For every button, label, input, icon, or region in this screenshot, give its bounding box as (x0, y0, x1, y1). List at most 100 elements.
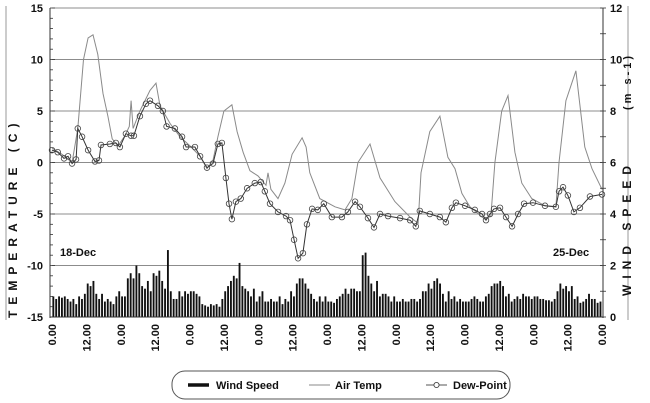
dew-point-marker (127, 132, 135, 139)
wind-speed-bar (212, 305, 215, 317)
wind-speed-bar (184, 291, 187, 317)
wind-speed-bar (525, 296, 527, 317)
dew-point-marker (376, 210, 384, 218)
dew-point-marker (564, 192, 572, 199)
dew-point-marker (84, 146, 92, 154)
wind-speed-bar (550, 301, 553, 317)
wind-speed-bar (416, 301, 419, 317)
wind-speed-bar (490, 286, 493, 317)
wind-speed-bar (298, 278, 301, 317)
wind-speed-bar (487, 293, 490, 317)
wind-speed-bar (599, 301, 602, 317)
wind-speed-bar (118, 291, 121, 317)
dew-point-marker (106, 140, 114, 148)
wind-speed-bar (516, 296, 519, 317)
wind-speed-bar (447, 291, 450, 317)
wind-speed-bar (344, 288, 347, 317)
dew-point-marker (274, 208, 282, 216)
wind-speed-bar (393, 296, 396, 317)
wind-speed-bar (330, 301, 333, 317)
wind-speed-bar (376, 280, 378, 317)
wind-speed-bar (335, 298, 338, 317)
left-tick-label: -15 (27, 312, 43, 324)
wind-speed-bar (367, 275, 370, 317)
wind-speed-bar (241, 286, 244, 317)
wind-speed-bar (441, 293, 444, 317)
wind-speed-bar (539, 298, 542, 317)
left-tick-labels: 15 10 5 0 -5 -10 -15 (27, 3, 43, 324)
legend-box (171, 370, 511, 400)
dew-point-marker (78, 133, 86, 140)
wind-speed-bar (315, 301, 318, 317)
dew-point-marker (214, 140, 222, 148)
dew-point-marker (482, 216, 490, 224)
wind-speed-bar (169, 291, 172, 317)
wind-speed-bar (410, 298, 413, 317)
dew-point-marker (442, 219, 450, 226)
dew-point-line (51, 100, 603, 260)
wind-speed-bar (390, 301, 393, 317)
wind-speed-bar (178, 291, 181, 317)
dew-point-marker (555, 188, 563, 195)
dew-point-marker (320, 200, 328, 207)
x-tick-label: 0.00 (47, 324, 59, 345)
dew-point-series (48, 97, 606, 262)
wind-speed-bar (527, 296, 530, 317)
dew-point-marker (159, 107, 167, 115)
wind-speed-bar (502, 286, 505, 317)
wind-speed-bar (496, 283, 499, 317)
right-tick-labels: 12 10 8 6 4 2 0 (610, 3, 622, 324)
dew-point-marker (196, 153, 204, 160)
wind-speed-bar (464, 301, 467, 317)
wind-speed-bar (215, 304, 218, 317)
dew-point-marker (452, 199, 460, 206)
air-temp-series (51, 34, 603, 225)
wind-speed-bar (399, 301, 401, 317)
dew-point-marker (203, 164, 211, 171)
wind-speed-bar (479, 301, 482, 317)
wind-speed-bar (227, 286, 230, 317)
dew-point-marker (552, 203, 560, 210)
wind-speed-bar (424, 291, 427, 317)
dew-point-marker (364, 214, 372, 222)
wind-speed-bar (361, 255, 364, 317)
wind-speed-bar (301, 278, 304, 317)
wind-speed-bar (338, 296, 341, 317)
wind-speed-bar (450, 298, 453, 317)
wind-speed-bar (278, 296, 281, 317)
wind-speed-bar (462, 301, 464, 317)
dew-point-marker (261, 188, 269, 195)
wind-speed-bar (327, 301, 330, 317)
wind-speed-bar (533, 296, 536, 317)
dew-point-marker (48, 146, 56, 154)
wind-speed-bar (126, 278, 129, 317)
wind-speed-bar (499, 280, 502, 317)
wind-speed-bar (484, 296, 487, 317)
wind-speed-bar (69, 301, 72, 317)
wind-speed-bar (307, 288, 310, 317)
dew-point-marker (97, 141, 105, 149)
dew-point-marker (178, 133, 186, 140)
wind-speed-bar (456, 301, 459, 317)
dew-point-marker (529, 199, 537, 206)
wind-speed-bar (230, 280, 232, 317)
wind-speed-bar (333, 302, 335, 317)
wind-speed-bar (553, 298, 556, 317)
dew-point-marker (282, 212, 290, 220)
axes (5, 6, 629, 320)
wind-speed-bar (536, 296, 539, 317)
wind-speed-bar (310, 293, 313, 317)
dew-point-marker (209, 160, 217, 167)
dew-point-marker (598, 191, 606, 198)
dew-point-marker (191, 143, 199, 151)
wind-speed-bar (201, 304, 204, 317)
dew-point-marker (257, 178, 265, 186)
x-tick-label: 12.00 (81, 324, 93, 352)
dew-point-marker (559, 184, 567, 191)
dew-point-marker (146, 97, 154, 104)
wind-speed-bar (476, 298, 479, 317)
dew-point-marker (426, 210, 434, 218)
dew-point-marker (290, 236, 298, 243)
x-tick-label: 12.00 (288, 324, 300, 352)
wind-speed-bar (542, 298, 545, 317)
